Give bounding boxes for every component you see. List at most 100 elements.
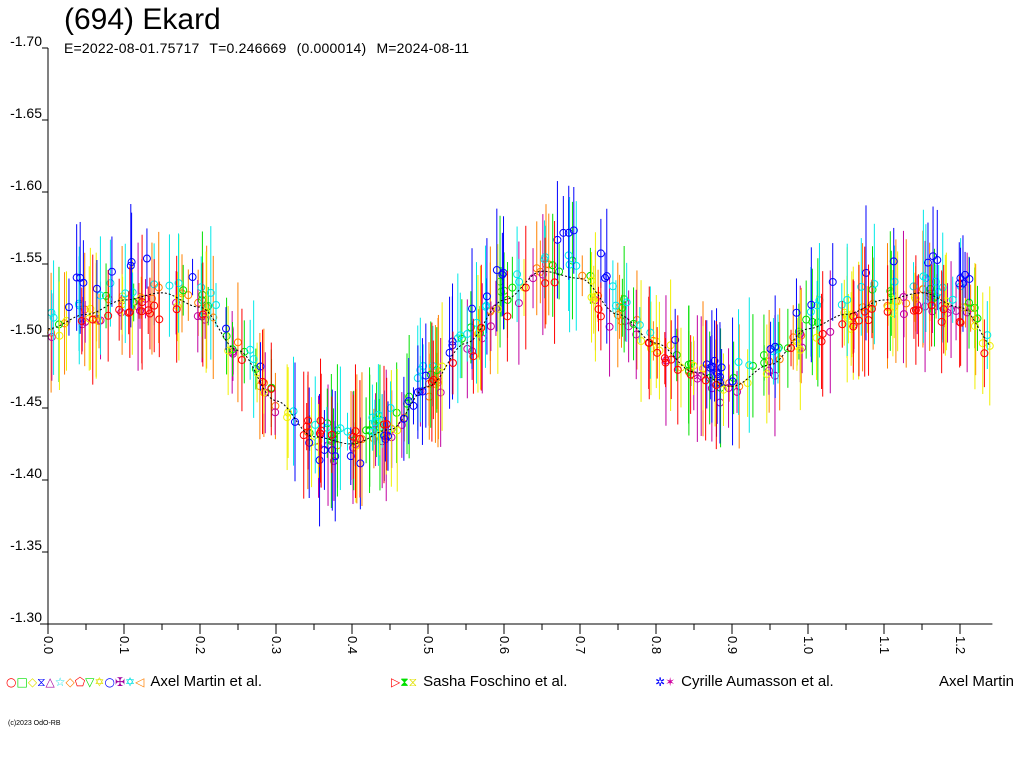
data-point [62,317,71,326]
data-point [817,337,826,346]
data-point [374,410,383,419]
data-point [793,337,802,346]
data-point [106,279,115,288]
data-point [469,352,478,361]
x-tick-label: 1.1 [877,636,892,654]
data-point [921,274,930,283]
data-point [284,408,293,417]
data-point [233,338,242,347]
data-point [197,283,206,292]
data-point [72,273,81,282]
legend-marker-icon: ✶ [665,674,676,689]
data-point [392,408,401,417]
data-point [818,329,827,338]
legend-marker-icon: ◁ [135,674,145,689]
data-point [735,382,744,391]
data-point [637,337,646,346]
data-point [938,283,947,292]
chart-subtitle: E=2022-08-01.75717 T=0.246669 (0.000014)… [64,40,469,56]
data-point [705,373,714,382]
data-point [973,314,982,323]
legend-item-axel-martin: ○□◇⧖△☆◇⬠▽✡○✠✡◁ Axel Martin et al. [6,673,262,690]
chart-title: (694) Ekard [64,3,221,36]
data-point [144,306,153,315]
data-point [327,430,336,439]
y-tick-label: -1.65 [10,105,42,121]
epoch-text: E=2022-08-01.75717 [64,40,200,56]
data-point [787,343,796,352]
data-point [807,300,816,309]
data-point [559,228,568,237]
data-point [553,235,562,244]
data-point [775,355,784,364]
data-point [346,452,355,461]
data-point [513,270,522,279]
x-tick-label: 0.1 [117,636,132,654]
data-point [240,347,249,356]
data-point [349,432,358,441]
data-point [948,295,957,304]
data-point [477,323,486,332]
data-point [728,377,737,386]
y-tick-label: -1.30 [10,609,42,625]
data-point [126,261,135,270]
data-point [980,349,989,358]
data-point [336,424,345,433]
data-point [102,291,111,300]
data-point [961,270,970,279]
data-point [955,317,964,326]
data-point [138,298,147,307]
legend-item-cyrille-aumasson: ✲✶ Cyrille Aumasson et al. [655,673,834,690]
data-point [729,373,738,382]
period-text: T=0.246669 (0.000014) [209,40,367,56]
data-point [211,301,220,310]
data-point [209,313,218,322]
data-point [594,305,603,314]
data-point [844,314,853,323]
data-point [608,282,617,291]
axes: -1.70 -1.65 -1.60 -1.55 -1.50 -1.45 -1.40 -1.35… [10,33,993,654]
legend-marker-icon: ✠ [114,674,126,689]
data-point [316,416,325,425]
legend-marker-icon: ◇ [65,674,75,689]
data-point [927,301,936,310]
x-tick-label: 0.3 [269,636,284,654]
data-point [622,298,631,307]
data-points-layer [47,181,994,527]
data-point [172,305,181,314]
measured-date-text: M=2024-08-11 [376,40,470,56]
data-point [701,376,710,385]
data-point [421,371,430,380]
data-point [299,431,308,440]
legend-marker-icon: □ [16,674,28,689]
data-point [64,303,73,312]
data-point [503,312,512,321]
legend-marker-icon: ▷ [391,674,401,689]
data-point [283,413,292,422]
data-point [165,281,174,290]
data-point [759,351,768,360]
legend-item-sasha-foschino: ▷⧗⧖ Sasha Foschino et al. [391,673,567,690]
data-point [404,397,413,406]
data-point [965,274,974,283]
data-point [970,322,979,331]
data-point [743,379,752,388]
x-tick-label: 1.0 [801,636,816,654]
data-point [569,226,578,235]
data-point [923,258,932,267]
data-point [572,261,581,270]
data-point [596,249,605,258]
data-point [629,319,638,328]
data-point [541,279,550,288]
data-point [926,285,935,294]
data-point [684,366,693,375]
x-tick-label: 0.9 [725,636,740,654]
legend-marker-icon: ⧖ [37,674,46,689]
data-point [589,295,598,304]
data-point [712,381,721,390]
data-point [492,266,501,275]
data-point [867,304,876,313]
data-point [188,273,197,282]
data-point [104,311,113,320]
data-point [222,324,231,333]
